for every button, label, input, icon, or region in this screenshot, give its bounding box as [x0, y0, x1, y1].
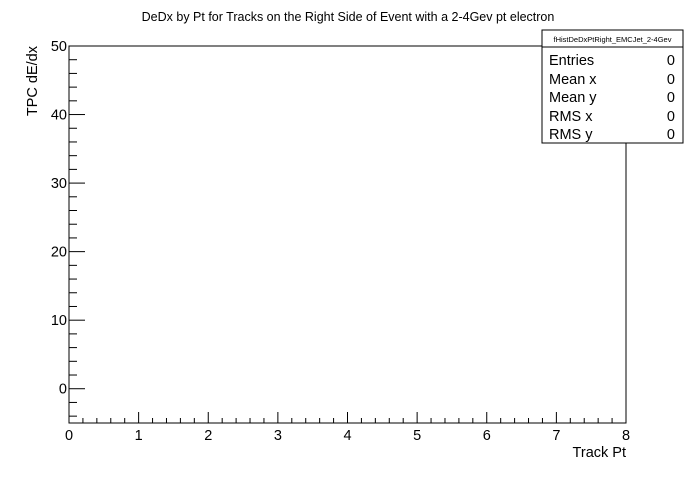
- x-tick-label-1: 1: [135, 428, 143, 444]
- x-axis-tick-labels: 0 1 2 3 4 5 6 7 8: [65, 428, 630, 444]
- x-tick-label-8: 8: [622, 428, 630, 444]
- y-tick-label-10: 10: [51, 313, 67, 329]
- y-axis-tick-labels: 0 10 20 30 40 50: [51, 39, 67, 398]
- stats-rms-y-value: 0: [667, 127, 675, 143]
- x-tick-label-4: 4: [343, 428, 351, 444]
- x-tick-label-5: 5: [413, 428, 421, 444]
- stats-entries-label: Entries: [549, 53, 594, 69]
- stats-mean-x-label: Mean x: [549, 72, 597, 88]
- stats-rms-y-label: RMS y: [549, 127, 593, 143]
- y-tick-label-20: 20: [51, 245, 67, 261]
- y-tick-label-0: 0: [59, 382, 67, 398]
- x-tick-label-3: 3: [274, 428, 282, 444]
- y-axis-label: TPC dE/dx: [25, 45, 41, 116]
- stats-rms-x-value: 0: [667, 109, 675, 125]
- chart-title: DeDx by Pt for Tracks on the Right Side …: [142, 10, 555, 24]
- y-axis-ticks: [69, 45, 85, 417]
- stats-mean-y-value: 0: [667, 90, 675, 106]
- y-tick-label-50: 50: [51, 39, 67, 55]
- x-tick-label-6: 6: [483, 428, 491, 444]
- stats-entries-value: 0: [667, 53, 675, 69]
- stats-box-frame: [541, 29, 684, 144]
- x-tick-label-2: 2: [204, 428, 212, 444]
- stats-mean-y-label: Mean y: [549, 90, 597, 106]
- x-axis-ticks: [68, 412, 627, 423]
- x-tick-label-7: 7: [552, 428, 560, 444]
- y-tick-label-40: 40: [51, 108, 67, 124]
- y-tick-label-30: 30: [51, 176, 67, 192]
- x-tick-label-0: 0: [65, 428, 73, 444]
- stats-mean-x-value: 0: [667, 72, 675, 88]
- stats-rms-x-label: RMS x: [549, 109, 593, 125]
- x-axis-label: Track Pt: [573, 445, 626, 461]
- stats-box: fHistDeDxPtRight_EMCJet_2-4Gev Entries 0…: [541, 29, 684, 144]
- stats-box-title: fHistDeDxPtRight_EMCJet_2-4Gev: [554, 35, 672, 44]
